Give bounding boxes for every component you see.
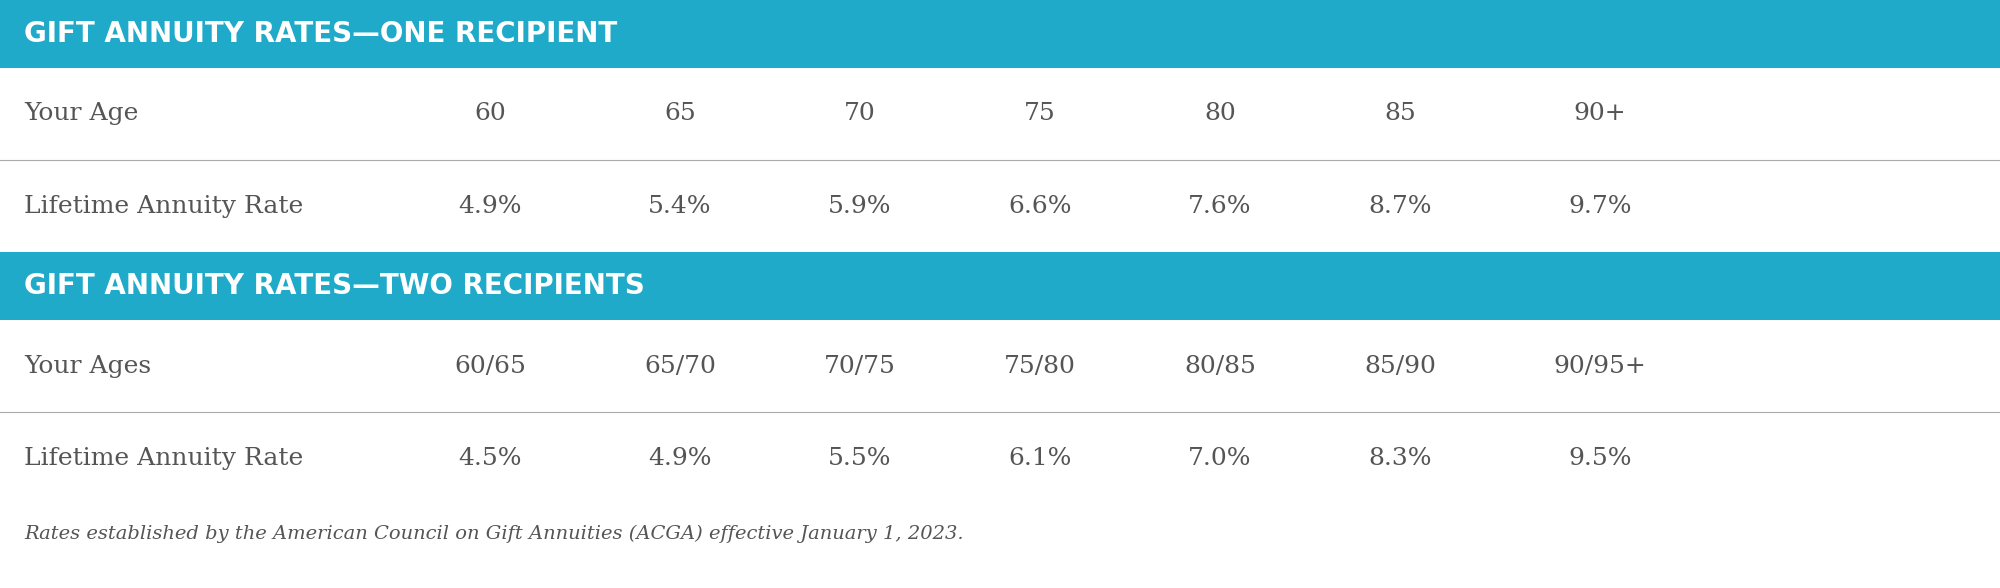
- Text: 7.6%: 7.6%: [1188, 195, 1252, 218]
- Text: 70/75: 70/75: [824, 355, 896, 377]
- Text: 9.7%: 9.7%: [1568, 195, 1632, 218]
- Text: 6.1%: 6.1%: [1008, 446, 1072, 470]
- Text: 4.9%: 4.9%: [648, 446, 712, 470]
- Text: Lifetime Annuity Rate: Lifetime Annuity Rate: [24, 446, 304, 470]
- Text: Your Ages: Your Ages: [24, 355, 152, 377]
- Text: 60/65: 60/65: [454, 355, 526, 377]
- Text: 5.4%: 5.4%: [648, 195, 712, 218]
- Text: 65/70: 65/70: [644, 355, 716, 377]
- Text: 4.9%: 4.9%: [458, 195, 522, 218]
- Bar: [0, 252, 2000, 320]
- Text: 4.5%: 4.5%: [458, 446, 522, 470]
- Text: 75/80: 75/80: [1004, 355, 1076, 377]
- Text: 85: 85: [1384, 102, 1416, 125]
- Text: 9.5%: 9.5%: [1568, 446, 1632, 470]
- Text: 60: 60: [474, 102, 506, 125]
- Bar: [0, 0, 2000, 68]
- Text: 6.6%: 6.6%: [1008, 195, 1072, 218]
- Text: 85/90: 85/90: [1364, 355, 1436, 377]
- Text: 5.5%: 5.5%: [828, 446, 892, 470]
- Text: 5.9%: 5.9%: [828, 195, 892, 218]
- Text: GIFT ANNUITY RATES—ONE RECIPIENT: GIFT ANNUITY RATES—ONE RECIPIENT: [24, 20, 618, 48]
- Text: 8.3%: 8.3%: [1368, 446, 1432, 470]
- Text: 90+: 90+: [1574, 102, 1626, 125]
- Text: GIFT ANNUITY RATES—TWO RECIPIENTS: GIFT ANNUITY RATES—TWO RECIPIENTS: [24, 272, 644, 300]
- Text: 7.0%: 7.0%: [1188, 446, 1252, 470]
- Text: 75: 75: [1024, 102, 1056, 125]
- Text: Rates established by the American Council on Gift Annuities (ACGA) effective Jan: Rates established by the American Counci…: [24, 525, 964, 543]
- Text: 90/95+: 90/95+: [1554, 355, 1646, 377]
- Text: Your Age: Your Age: [24, 102, 138, 125]
- Text: 8.7%: 8.7%: [1368, 195, 1432, 218]
- Text: 80/85: 80/85: [1184, 355, 1256, 377]
- Text: 70: 70: [844, 102, 876, 125]
- Text: 80: 80: [1204, 102, 1236, 125]
- Text: Lifetime Annuity Rate: Lifetime Annuity Rate: [24, 195, 304, 218]
- Text: 65: 65: [664, 102, 696, 125]
